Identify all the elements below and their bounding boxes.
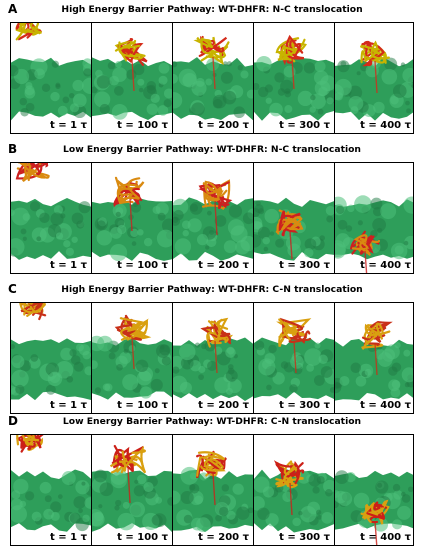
snapshot-scene: [92, 37, 172, 120]
snapshot-frame-2: t = 100 τ: [91, 435, 172, 545]
snapshot-scene: [335, 40, 413, 121]
time-label: t = 100 τ: [117, 120, 168, 131]
snapshot-scene: [335, 320, 413, 401]
time-label: t = 200 τ: [198, 260, 249, 271]
time-label: t = 1 τ: [50, 260, 87, 271]
snapshot-frame-5: t = 400 τ: [334, 163, 413, 273]
snapshot-frame-3: t = 200 τ: [172, 23, 253, 133]
time-label: t = 100 τ: [117, 260, 168, 271]
time-label: t = 1 τ: [50, 532, 87, 543]
snapshot-scene: [173, 450, 253, 533]
snapshot-frame-1: t = 1 τ: [11, 163, 91, 273]
time-label: t = 200 τ: [198, 400, 249, 411]
time-label: t = 300 τ: [279, 120, 330, 131]
snapshot-frame-2: t = 100 τ: [91, 303, 172, 413]
panel-b: B Low Energy Barrier Pathway: WT-DHFR: N…: [0, 142, 424, 276]
snapshot-scene: [173, 35, 253, 121]
snapshot-frame-1: t = 1 τ: [11, 435, 91, 545]
panel-letter: B: [8, 142, 18, 156]
snapshot-strip: t = 1 τ t = 100 τ t = 200 τ t = 300 τ t …: [10, 302, 414, 414]
snapshot-frame-4: t = 300 τ: [253, 435, 334, 545]
time-label: t = 400 τ: [360, 260, 411, 271]
panel-title: High Energy Barrier Pathway: WT-DHFR: N-…: [61, 4, 363, 15]
time-label: t = 100 τ: [117, 532, 168, 543]
snapshot-frame-2: t = 100 τ: [91, 163, 172, 273]
panel-letter: C: [8, 282, 17, 296]
time-label: t = 100 τ: [117, 400, 168, 411]
time-label: t = 400 τ: [360, 400, 411, 411]
panel-title: High Energy Barrier Pathway: WT-DHFR: C-…: [61, 284, 363, 295]
snapshot-scene: [254, 317, 334, 400]
snapshot-frame-3: t = 200 τ: [172, 303, 253, 413]
snapshot-scene: [335, 470, 413, 545]
panel-a: A High Energy Barrier Pathway: WT-DHFR: …: [0, 2, 424, 136]
snapshot-frame-3: t = 200 τ: [172, 163, 253, 273]
snapshot-frame-2: t = 100 τ: [91, 23, 172, 133]
panel-title: Low Energy Barrier Pathway: WT-DHFR: N-C…: [63, 144, 361, 155]
panel-letter: A: [8, 2, 18, 16]
snapshot-frame-1: t = 1 τ: [11, 23, 91, 133]
snapshot-scene: [173, 179, 253, 261]
time-label: t = 300 τ: [279, 532, 330, 543]
panel-c: C High Energy Barrier Pathway: WT-DHFR: …: [0, 282, 424, 416]
snapshot-scene: [11, 163, 91, 260]
snapshot-scene: [335, 195, 413, 273]
snapshot-scene: [254, 460, 334, 533]
time-label: t = 400 τ: [360, 532, 411, 543]
snapshot-scene: [92, 444, 172, 532]
time-label: t = 200 τ: [198, 532, 249, 543]
snapshot-strip: t = 1 τ t = 100 τ t = 200 τ t = 300 τ t …: [10, 434, 414, 546]
snapshot-scene: [173, 317, 253, 401]
snapshot-scene: [11, 303, 91, 401]
time-label: t = 1 τ: [50, 120, 87, 131]
snapshot-frame-4: t = 300 τ: [253, 23, 334, 133]
panel-letter: D: [8, 414, 18, 428]
snapshot-frame-5: t = 400 τ: [334, 303, 413, 413]
panel-title: Low Energy Barrier Pathway: WT-DHFR: C-N…: [62, 416, 362, 427]
snapshot-frame-4: t = 300 τ: [253, 303, 334, 413]
snapshot-frame-3: t = 200 τ: [172, 435, 253, 545]
snapshot-frame-1: t = 1 τ: [11, 303, 91, 413]
time-label: t = 1 τ: [50, 400, 87, 411]
panel-d: D Low Energy Barrier Pathway: WT-DHFR: C…: [0, 414, 424, 548]
snapshot-frame-4: t = 300 τ: [253, 163, 334, 273]
snapshot-scene: [92, 176, 172, 262]
time-label: t = 300 τ: [279, 260, 330, 271]
time-label: t = 400 τ: [360, 120, 411, 131]
snapshot-scene: [254, 197, 334, 261]
snapshot-strip: t = 1 τ t = 100 τ t = 200 τ t = 300 τ t …: [10, 22, 414, 134]
snapshot-frame-5: t = 400 τ: [334, 23, 413, 133]
snapshot-scene: [254, 34, 334, 121]
snapshot-scene: [92, 314, 172, 400]
snapshot-scene: [11, 435, 91, 532]
snapshot-scene: [11, 23, 91, 121]
time-label: t = 200 τ: [198, 120, 249, 131]
snapshot-strip: t = 1 τ t = 100 τ t = 200 τ t = 300 τ t …: [10, 162, 414, 274]
time-label: t = 300 τ: [279, 400, 330, 411]
snapshot-frame-5: t = 400 τ: [334, 435, 413, 545]
